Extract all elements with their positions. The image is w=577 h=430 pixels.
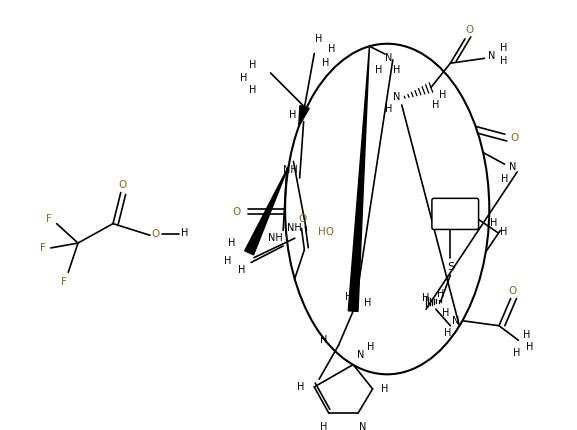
Text: H: H [364, 298, 372, 308]
Text: N: N [452, 316, 459, 326]
Text: Abs: Abs [445, 209, 465, 219]
Text: H: H [432, 100, 440, 110]
Text: N: N [385, 53, 392, 63]
Text: H: H [444, 329, 451, 338]
Polygon shape [349, 46, 369, 311]
Text: H: H [393, 64, 400, 74]
Text: N: N [488, 52, 495, 61]
Text: H: H [500, 56, 508, 66]
Text: H: H [249, 60, 257, 70]
Text: NH: NH [283, 165, 297, 175]
Text: H: H [385, 104, 393, 114]
Text: H: H [328, 43, 335, 54]
Text: O: O [119, 180, 127, 190]
Text: N: N [359, 422, 366, 430]
Text: H: H [501, 174, 508, 184]
Text: H: H [238, 265, 245, 275]
Text: H: H [381, 384, 388, 394]
Text: O: O [298, 214, 306, 224]
Text: H: H [513, 348, 520, 358]
Text: O: O [511, 133, 519, 143]
Text: H: H [523, 330, 530, 341]
Text: H: H [526, 342, 534, 352]
Text: H: H [500, 227, 507, 237]
Text: H: H [442, 308, 449, 318]
Text: O: O [466, 25, 474, 35]
Text: H: H [344, 292, 352, 301]
Text: H: H [297, 382, 304, 392]
Text: O: O [152, 229, 160, 240]
Text: H: H [490, 218, 497, 227]
Text: H: H [437, 289, 444, 298]
Text: NH: NH [268, 233, 283, 243]
Text: H: H [181, 228, 189, 238]
Text: O: O [233, 207, 241, 217]
Text: H: H [316, 34, 323, 44]
Text: H: H [500, 43, 508, 52]
Text: N: N [393, 92, 400, 102]
Text: H: H [367, 342, 374, 352]
Text: S: S [447, 262, 454, 272]
Text: H: H [249, 86, 257, 95]
Text: N: N [357, 350, 365, 360]
Text: H: H [322, 58, 329, 68]
Text: F: F [46, 214, 52, 224]
Polygon shape [299, 106, 309, 126]
Text: H: H [224, 255, 231, 266]
Text: H: H [320, 422, 328, 430]
FancyBboxPatch shape [432, 198, 478, 230]
Text: F: F [62, 277, 68, 287]
Text: H: H [439, 90, 446, 100]
Text: H: H [289, 110, 297, 120]
Text: O: O [508, 286, 517, 296]
Text: NH: NH [287, 224, 302, 233]
Text: HO: HO [318, 227, 334, 237]
Text: H: H [320, 335, 328, 345]
Text: H: H [422, 294, 430, 304]
Text: H: H [239, 73, 247, 83]
Polygon shape [245, 166, 288, 255]
Text: H: H [228, 238, 235, 248]
Text: F: F [40, 243, 46, 253]
Text: H: H [376, 64, 383, 74]
Text: N: N [508, 162, 516, 172]
